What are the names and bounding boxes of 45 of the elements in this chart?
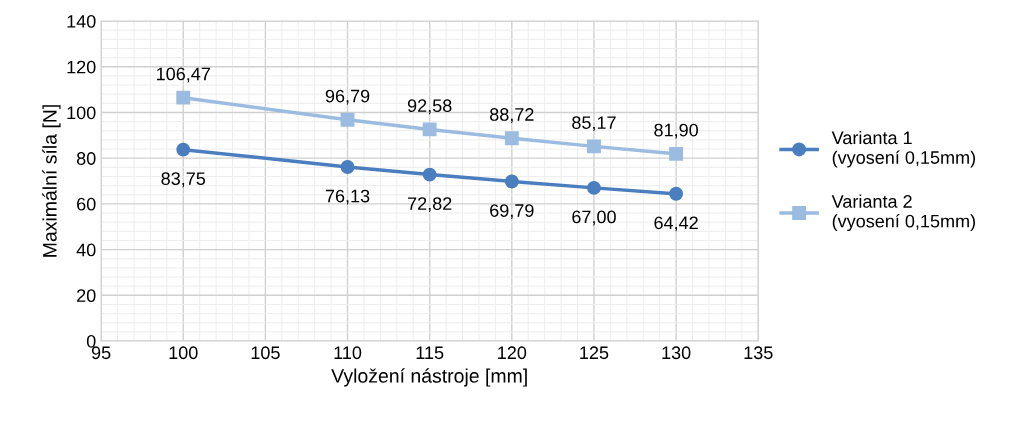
data-label: 76,13 <box>325 189 370 205</box>
y-tick-label: 140 <box>67 14 96 28</box>
data-label: 92,58 <box>407 99 452 115</box>
data-label: 96,79 <box>325 89 370 105</box>
x-axis-title: Vyložení nástroje [mm] <box>331 368 527 387</box>
y-tick-label: 20 <box>77 289 96 303</box>
data-label: 83,75 <box>161 172 206 188</box>
point <box>176 90 191 105</box>
legend-label: Varianta 1 (vyosení 0,15mm) <box>831 130 975 168</box>
y-axis-title: Maximální síla [N] <box>42 105 61 257</box>
data-label: 81,90 <box>654 123 698 139</box>
data-label: 88,72 <box>490 108 534 123</box>
data-label: 72,82 <box>408 197 452 213</box>
data-label: 64,42 <box>654 216 698 232</box>
point <box>422 122 437 137</box>
point <box>176 142 191 157</box>
point <box>669 186 684 201</box>
point <box>340 112 355 127</box>
y-tick-label: 120 <box>67 60 96 74</box>
point <box>587 139 601 154</box>
data-label: 67,00 <box>572 210 616 226</box>
x-tick-label: 105 <box>251 346 280 360</box>
point <box>422 167 437 182</box>
x-tick-label: 110 <box>334 346 362 360</box>
data-label: 106,47 <box>157 67 210 83</box>
x-tick-label: 120 <box>498 346 527 360</box>
y-tick-label: 100 <box>67 106 96 120</box>
y-tick-label: 0 <box>86 334 96 348</box>
x-tick-label: 95 <box>91 346 111 360</box>
data-label: 85,17 <box>572 116 616 132</box>
data-label: 69,79 <box>490 204 534 220</box>
x-tick-label: 135 <box>744 346 773 360</box>
legend-label: Varianta 2 (vyosení 0,15mm) <box>831 194 975 232</box>
point <box>504 131 519 146</box>
y-tick-label: 40 <box>76 243 96 257</box>
x-tick-label: 130 <box>662 346 691 360</box>
point <box>669 146 684 161</box>
y-tick-label: 80 <box>76 152 96 165</box>
point <box>587 180 601 195</box>
y-tick-label: 60 <box>77 197 96 211</box>
x-tick-label: 115 <box>416 346 444 360</box>
point <box>340 160 355 174</box>
x-tick-label: 125 <box>580 346 609 360</box>
x-tick-label: 100 <box>169 346 198 360</box>
point <box>504 174 519 189</box>
